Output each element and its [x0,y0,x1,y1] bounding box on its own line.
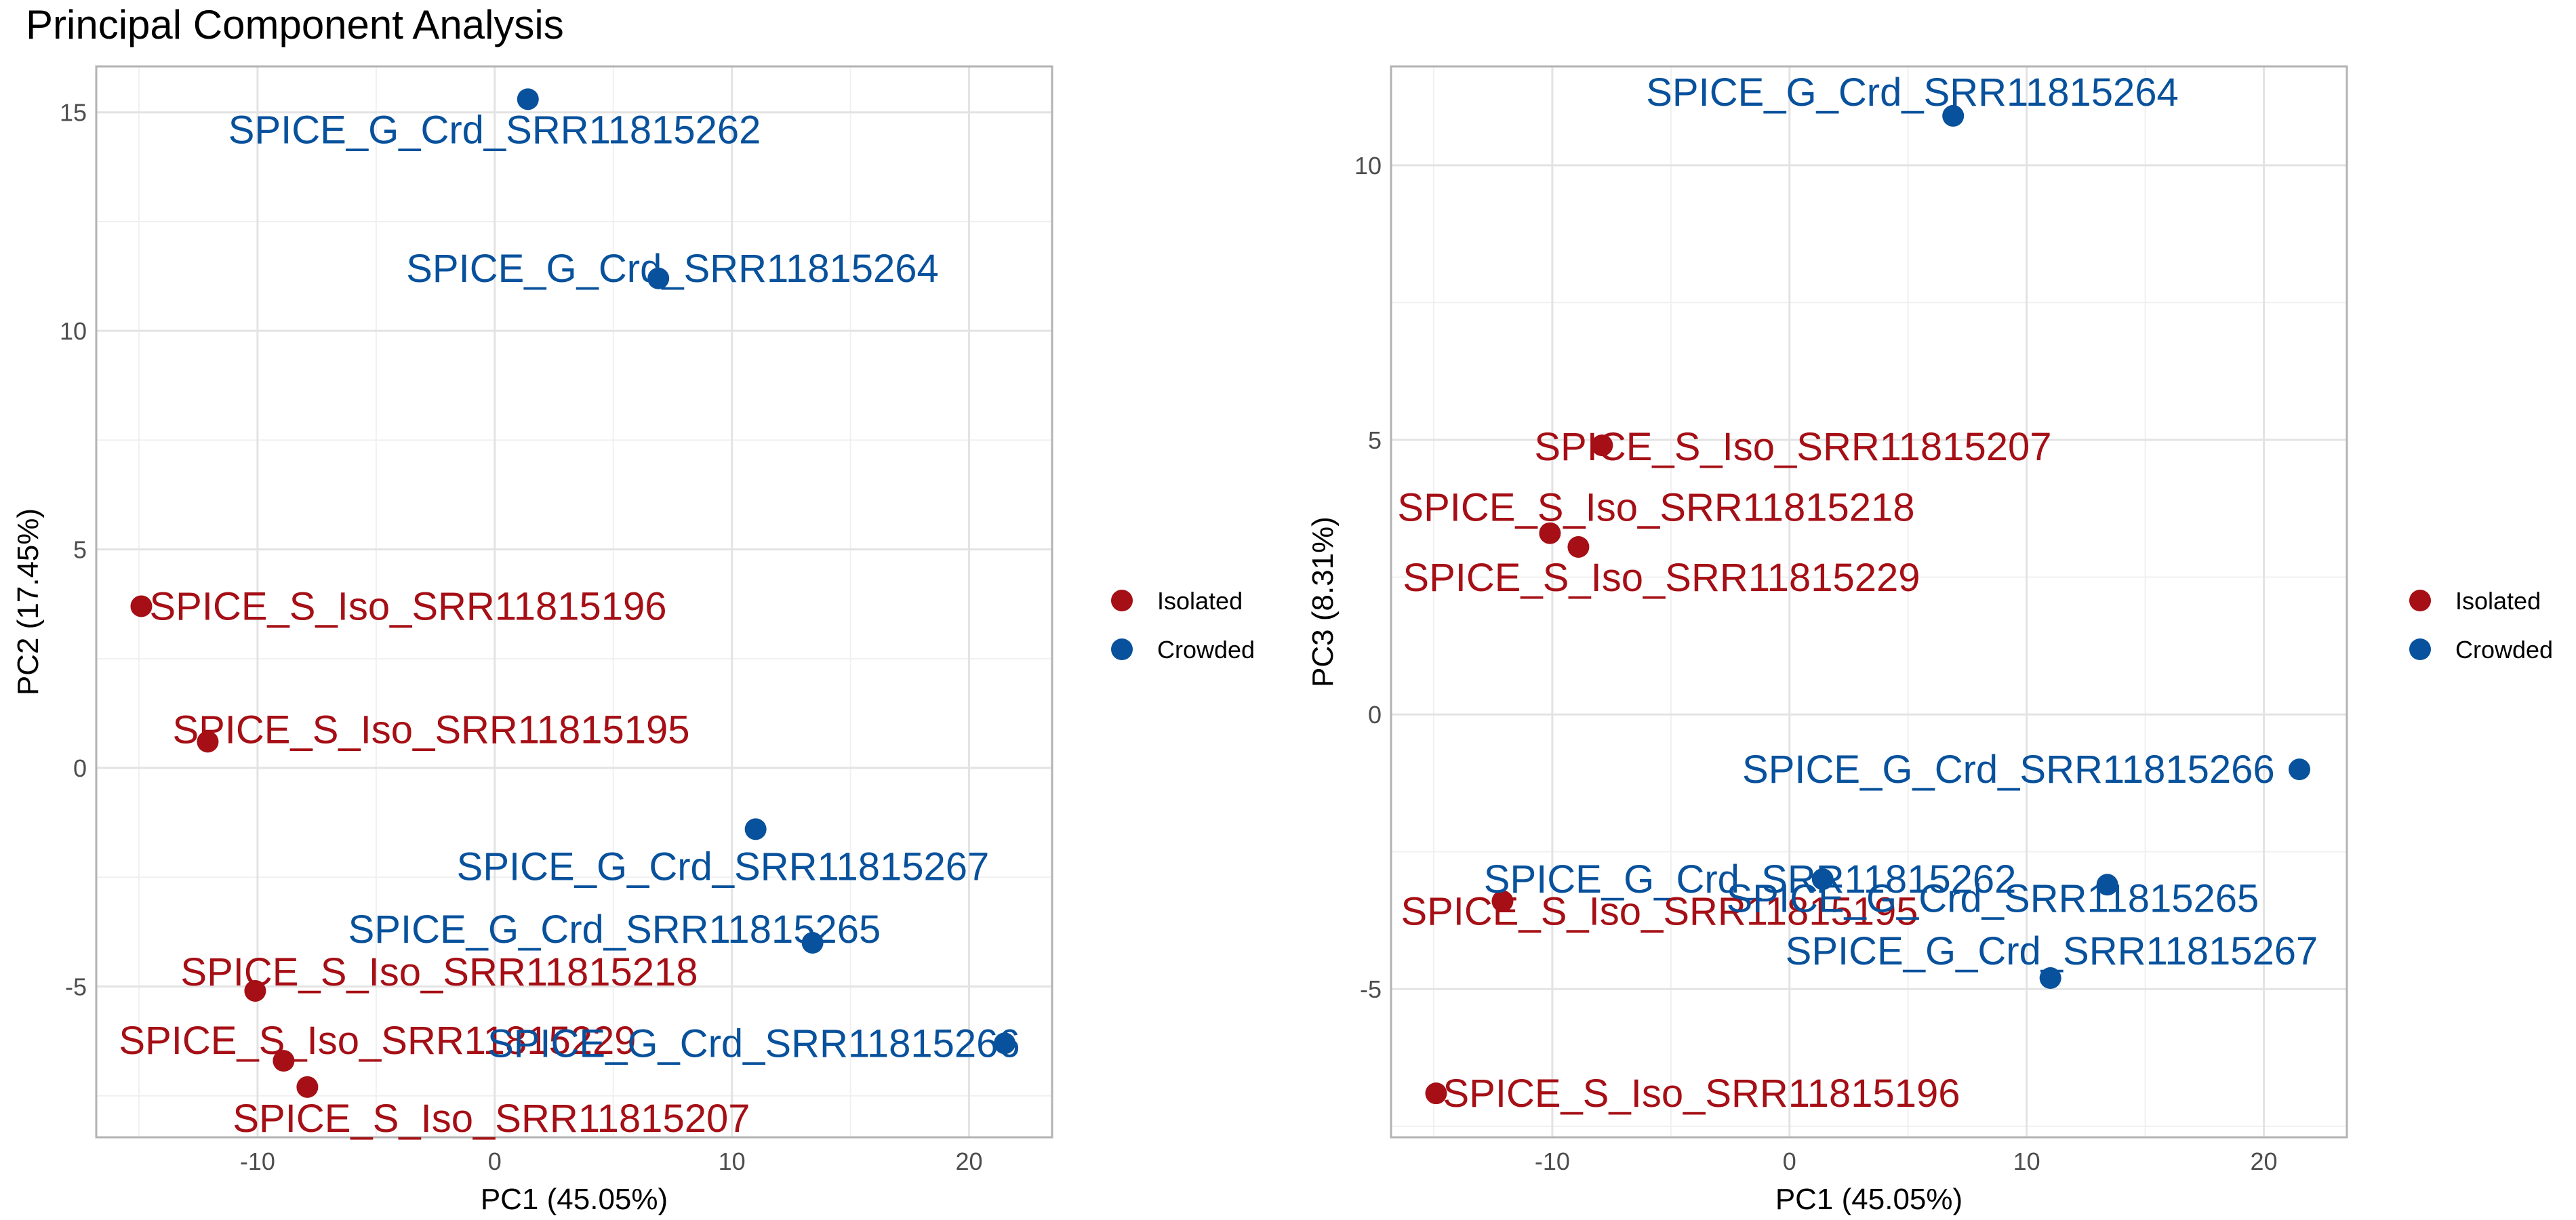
data-point [1425,1082,1447,1105]
x-tick-label: 10 [2013,1147,2040,1175]
data-point [744,818,767,840]
data-point [1491,890,1514,912]
data-point [2096,874,2118,896]
point-label: SPICE_G_Crd_SRR11815262 [1484,857,2017,901]
y-axis-title: PC2 (17.45%) [12,508,45,695]
point-label: SPICE_S_Iso_SRR11815195 [172,708,689,752]
point-label: SPICE_S_Iso_SRR11815218 [1397,486,1914,530]
data-point [647,267,670,289]
x-axis-title: PC1 (45.05%) [481,1183,668,1216]
x-tick-label: -10 [240,1147,275,1175]
point-label: SPICE_G_Crd_SRR11815265 [1727,876,2259,920]
data-point [1567,535,1590,558]
x-tick-label: 0 [488,1147,502,1175]
point-label: SPICE_G_Crd_SRR11815266 [1742,748,2275,792]
point-label: SPICE_S_Iso_SRR11815218 [180,950,698,994]
x-tick-label: -10 [1535,1147,1570,1175]
y-tick-label: 5 [73,536,87,564]
y-tick-label: 5 [1368,426,1382,454]
point-label: SPICE_S_Iso_SRR11815207 [233,1097,750,1141]
data-point [801,932,824,954]
legend-label: Isolated [1157,587,1243,615]
point-label: SPICE_G_Crd_SRR11815265 [348,908,881,952]
data-point [1539,522,1561,544]
point-label: SPICE_S_Iso_SRR11815229 [1403,556,1920,600]
pc1-vs-pc2-panel: -10 0 10 20 -5 0 5 10 15 SPICE_G_Crd_SRR11815262 S… [12,65,1255,1216]
point-label: SPICE_S_Iso_SRR11815207 [1534,425,2051,469]
y-axis-title: PC3 (8.31%) [1306,516,1340,687]
x-axis-title: PC1 (45.05%) [1775,1183,1963,1216]
data-point [273,1050,295,1072]
point-label: SPICE_G_Crd_SRR11815264 [1646,70,2179,115]
y-tick-label: -5 [1360,975,1382,1003]
x-tick-label: 20 [2251,1147,2278,1175]
point-label: SPICE_S_Iso_SRR11815229 [119,1019,636,1063]
point-label: SPICE_G_Crd_SRR11815264 [406,247,939,291]
y-tick-label: 10 [1354,152,1382,180]
data-point [1591,434,1613,457]
y-tick-label: 0 [73,754,87,782]
legend-label: Crowded [2455,636,2553,664]
legend-key [2409,638,2431,660]
legend-key [1111,638,1133,660]
x-tick-label: 20 [956,1147,983,1175]
x-tick-label: 10 [719,1147,746,1175]
data-point [994,1032,1016,1055]
legend-key [2409,590,2431,611]
data-point [1811,868,1834,891]
y-tick-label: 15 [60,99,87,127]
data-point [2039,967,2061,990]
y-tick-label: 0 [1368,701,1382,729]
x-tick-label: 0 [1783,1147,1796,1175]
y-tick-label: -5 [65,973,87,1001]
point-label: SPICE_G_Crd_SRR11815267 [457,845,990,889]
point-label: SPICE_S_Iso_SRR11815195 [1401,890,1918,934]
legend-key [1111,590,1133,611]
point-label: SPICE_S_Iso_SRR11815196 [149,584,666,628]
y-tick-label: 10 [60,317,87,345]
legend-label: Crowded [1157,636,1255,664]
legend-label: Isolated [2455,587,2541,615]
data-point [296,1076,319,1098]
data-point [517,88,539,110]
point-label: SPICE_G_Crd_SRR11815262 [228,108,761,152]
data-point [1942,104,1965,127]
point-label: SPICE_S_Iso_SRR11815196 [1443,1072,1960,1116]
data-point [2289,758,2311,781]
point-label: SPICE_G_Crd_SRR11815267 [1786,929,2318,973]
pc1-vs-pc3-panel: -10 0 10 20 -5 0 5 10 SPICE_G_Crd_SRR11815264 SPI… [1306,65,2553,1216]
plot-border [1390,65,2348,1139]
data-point [197,731,219,753]
point-label: SPICE_G_Crd_SRR11815266 [487,1021,1020,1065]
data-point [244,979,266,1002]
plot-border [95,65,1053,1139]
page-title: Principal Component Analysis [26,2,564,47]
data-point [130,595,153,617]
